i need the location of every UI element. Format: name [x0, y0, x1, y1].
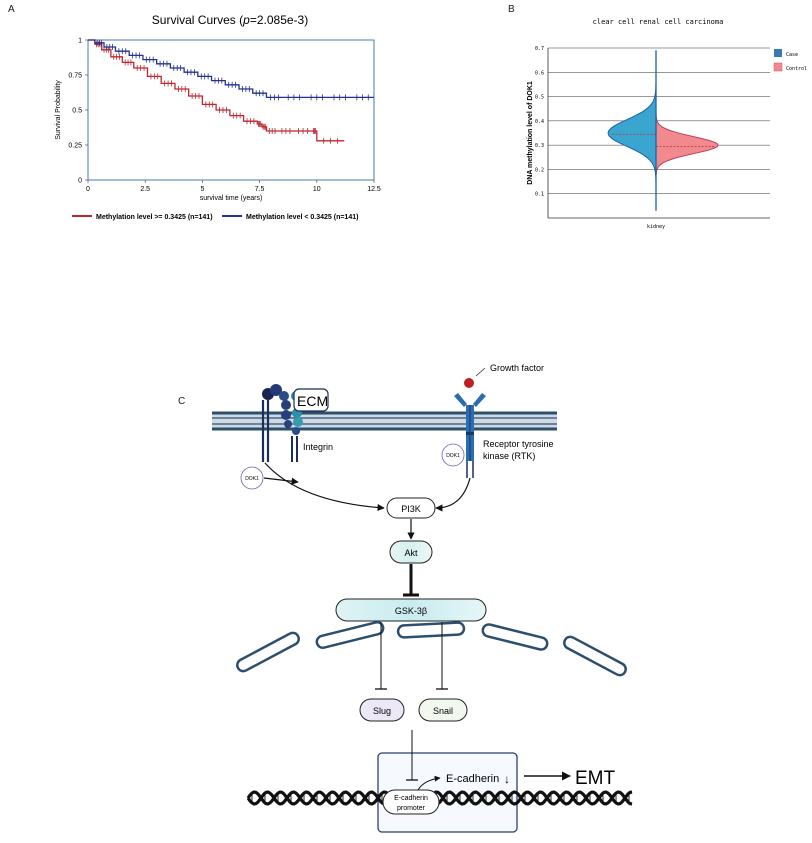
legend-series-2: Methylation level < 0.3425 (n=141) [246, 214, 358, 221]
promoter-node [382, 789, 440, 815]
y-tick-label: 0.5 [72, 108, 82, 115]
dna-strand-1 [246, 790, 633, 806]
x-axis-label: survival time (years) [200, 195, 263, 202]
ecm-box [293, 388, 329, 412]
panel-a-letter: A [8, 4, 15, 15]
violin-half-control [655, 111, 719, 175]
dok1-left-label: DOK1 [245, 476, 259, 482]
violin-chart: clear cell renal cell carcinoma 0.1 0.2 0.… [527, 18, 807, 230]
gsk3b-label: GSK-3β [395, 606, 427, 616]
slug-label: Slug [373, 706, 391, 716]
x-tick-label: 2.5 [140, 186, 150, 193]
x-tick-label: 5 [200, 186, 204, 193]
dok1-right-label: DOK1 [446, 453, 460, 459]
gsk3b-node [335, 598, 487, 622]
panel-b-letter: B [508, 4, 515, 15]
pi3k-node [386, 497, 436, 519]
transcription-arrow [417, 775, 441, 791]
dna-helix [246, 790, 633, 806]
violin-y-tick-label: 0.3 [535, 143, 544, 149]
cell-membrane [212, 411, 557, 431]
snail-label: Snail [433, 706, 453, 716]
km-curve-1 [88, 39, 345, 142]
growth-factor-label: Growth factor [490, 363, 544, 373]
pi3k-label: PI3K [401, 504, 421, 514]
violin-half-case [607, 50, 657, 211]
dok1-to-integrin-arrow [263, 477, 299, 485]
akt-label: Akt [404, 548, 418, 558]
y-axis-label: Survival Probability [55, 80, 62, 140]
survival-chart: Survival Curves (p=2.085e-3) 0 0.25 0.5 0.7… [55, 13, 381, 221]
dok1-right-circle [441, 443, 465, 467]
violin-y-tick-label: 0.5 [535, 95, 544, 101]
promoter-label-2: promoter [397, 805, 426, 812]
emt-label: EMT [575, 768, 616, 789]
violin-y-tick-label: 0.7 [535, 46, 544, 52]
promoter-label-1: E-cadherin [394, 795, 428, 802]
growth-factor-ligand [464, 378, 474, 388]
chart-title: Survival Curves (p=2.085e-3) [152, 13, 308, 27]
y-tick-label: 0 [78, 178, 82, 185]
violin-y-tick-label: 0.1 [535, 192, 544, 198]
violin-y-tick-label: 0.4 [535, 119, 544, 125]
integrin-to-pi3k-arrow [264, 462, 385, 512]
violin-x-label: kidney [647, 224, 665, 230]
y-tick-label: 0.25 [68, 143, 82, 150]
violin-y-label: DNA methylation level of DOK1 [527, 81, 534, 185]
legend-series-1: Methylation level >= 0.3425 (n=141) [96, 214, 213, 221]
slug-node [359, 698, 405, 722]
growth-factor-pointer [475, 367, 486, 377]
integrin-label: Integrin [303, 442, 333, 452]
legend-control: Control [786, 66, 807, 72]
integrin-receptor [261, 384, 305, 462]
violin-y-tick-label: 0.6 [535, 70, 544, 76]
snail-node [418, 698, 468, 722]
dok1-left-circle [240, 466, 264, 490]
ecadherin-label: E-cadherin [446, 773, 499, 785]
ecm-label: ECM [297, 393, 328, 409]
legend-case: Case [786, 52, 798, 58]
x-tick-label: 7.5 [255, 186, 265, 193]
legend: Methylation level >= 0.3425 (n=141) Meth… [72, 214, 358, 221]
nucleus-box [377, 752, 518, 833]
y-tick-label: 0.75 [68, 73, 82, 80]
x-tick-label: 12.5 [367, 186, 381, 193]
rtk-label-1: Receptor tyrosine [483, 439, 554, 449]
panel-c-letter: C [178, 396, 186, 407]
rtk-label-2: kinase (RTK) [483, 451, 535, 461]
dna-strand-2 [246, 790, 633, 806]
km-curve-2 [88, 39, 374, 99]
x-tick-label: 10 [313, 186, 321, 193]
legend-case-swatch [774, 49, 782, 57]
rtk-receptor [454, 393, 486, 478]
y-tick-label: 1 [78, 38, 82, 45]
violin-y-tick-label: 0.2 [535, 167, 544, 173]
nuclear-envelope [236, 620, 627, 677]
legend-control-swatch [773, 62, 783, 72]
akt-node [389, 540, 433, 564]
x-tick-label: 0 [86, 186, 90, 193]
violin-legend: Case Control [773, 49, 807, 72]
violin-title: clear cell renal cell carcinoma [593, 18, 724, 26]
rtk-to-pi3k-arrow [435, 477, 471, 512]
ecadherin-down-arrow: ↓ [504, 772, 510, 786]
